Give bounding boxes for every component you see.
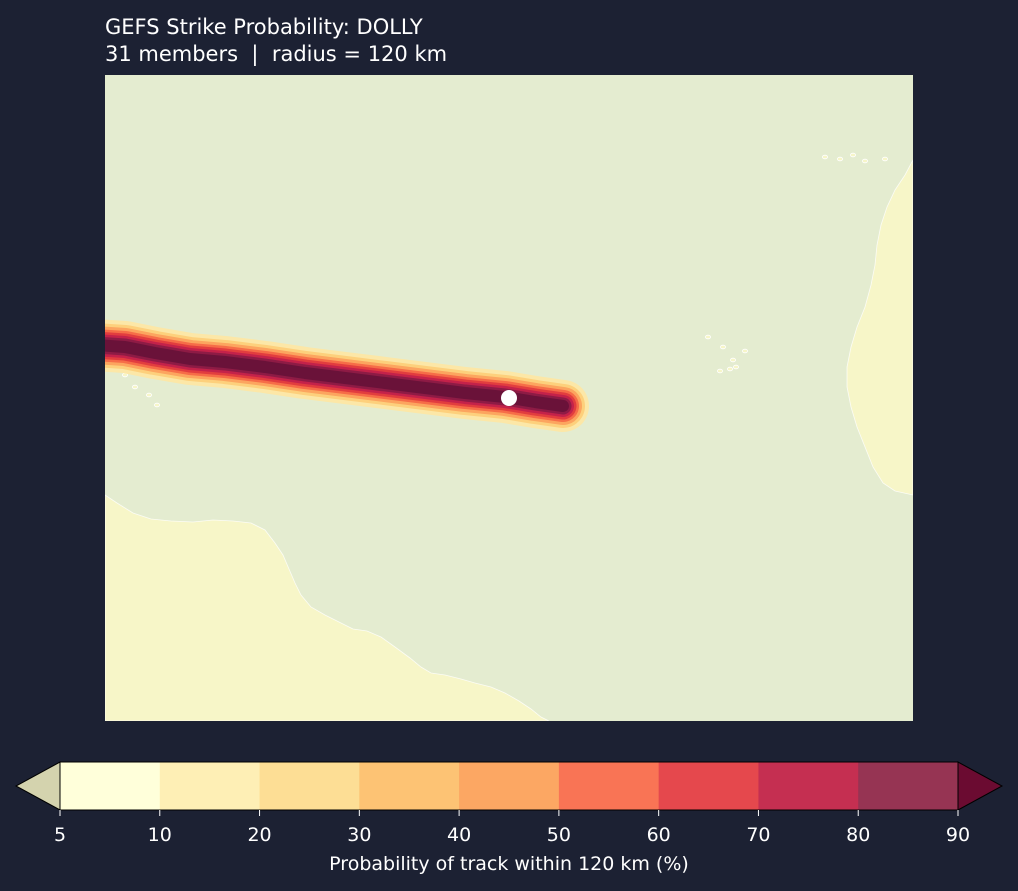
colorbar-tick-label: 80	[846, 824, 870, 846]
island-shape	[882, 156, 889, 162]
island-shape	[742, 348, 749, 354]
probability-swath	[105, 319, 589, 432]
colorbar: 5 10 20 30 40 50 60 70 80 90 Probability of track…	[14, 761, 1004, 875]
chart-title: GEFS Strike Probability: DOLLY	[105, 15, 423, 39]
island-shape	[733, 364, 740, 370]
island-shape	[720, 344, 727, 350]
strike-probability-map	[105, 75, 913, 721]
colorbar-tick-label: 5	[54, 824, 66, 846]
island-cluster	[121, 152, 889, 408]
colorbar-label: Probability of track within 120 km (%)	[329, 853, 689, 875]
colorbar-tick-label: 40	[447, 824, 471, 846]
island-shape	[717, 368, 724, 374]
colorbar-outline	[59, 761, 959, 811]
chart-subtitle: 31 members | radius = 120 km	[105, 42, 448, 66]
colorbar-tick-label: 30	[347, 824, 371, 846]
colorbar-over-arrow	[957, 761, 1004, 811]
colorbar-bin	[459, 762, 560, 810]
island-shape	[730, 357, 737, 363]
probability-band	[105, 339, 569, 412]
south-america-landmass	[105, 494, 550, 721]
colorbar-bin	[758, 762, 859, 810]
colorbar-bin	[159, 762, 261, 810]
colorbar-tick-label: 90	[946, 824, 970, 846]
africa-landmass	[846, 159, 913, 496]
island-shape	[850, 152, 857, 158]
island-shape	[822, 154, 829, 160]
colorbar-ticks: 5 10 20 30 40 50 60 70 80 90	[54, 810, 970, 846]
island-shape	[862, 158, 869, 164]
island-shape	[131, 384, 138, 390]
colorbar-bin	[60, 762, 161, 810]
colorbar-bin	[259, 762, 360, 810]
colorbar-tick-label: 50	[547, 824, 571, 846]
colorbar-bin	[858, 762, 959, 810]
storm-center-marker	[501, 390, 517, 406]
island-shape	[727, 366, 734, 372]
island-shape	[154, 402, 161, 408]
colorbar-bin	[658, 762, 759, 810]
colorbar-bin	[359, 762, 460, 810]
colorbar-tick-label: 70	[746, 824, 770, 846]
colorbar-tick-label: 60	[647, 824, 671, 846]
island-shape	[705, 334, 712, 340]
colorbar-tick-label: 10	[148, 824, 172, 846]
colorbar-body	[14, 761, 1004, 811]
colorbar-under-arrow	[14, 761, 61, 811]
island-shape	[837, 156, 844, 162]
island-shape	[146, 392, 153, 398]
colorbar-bin	[558, 762, 660, 810]
colorbar-tick-label: 20	[247, 824, 271, 846]
